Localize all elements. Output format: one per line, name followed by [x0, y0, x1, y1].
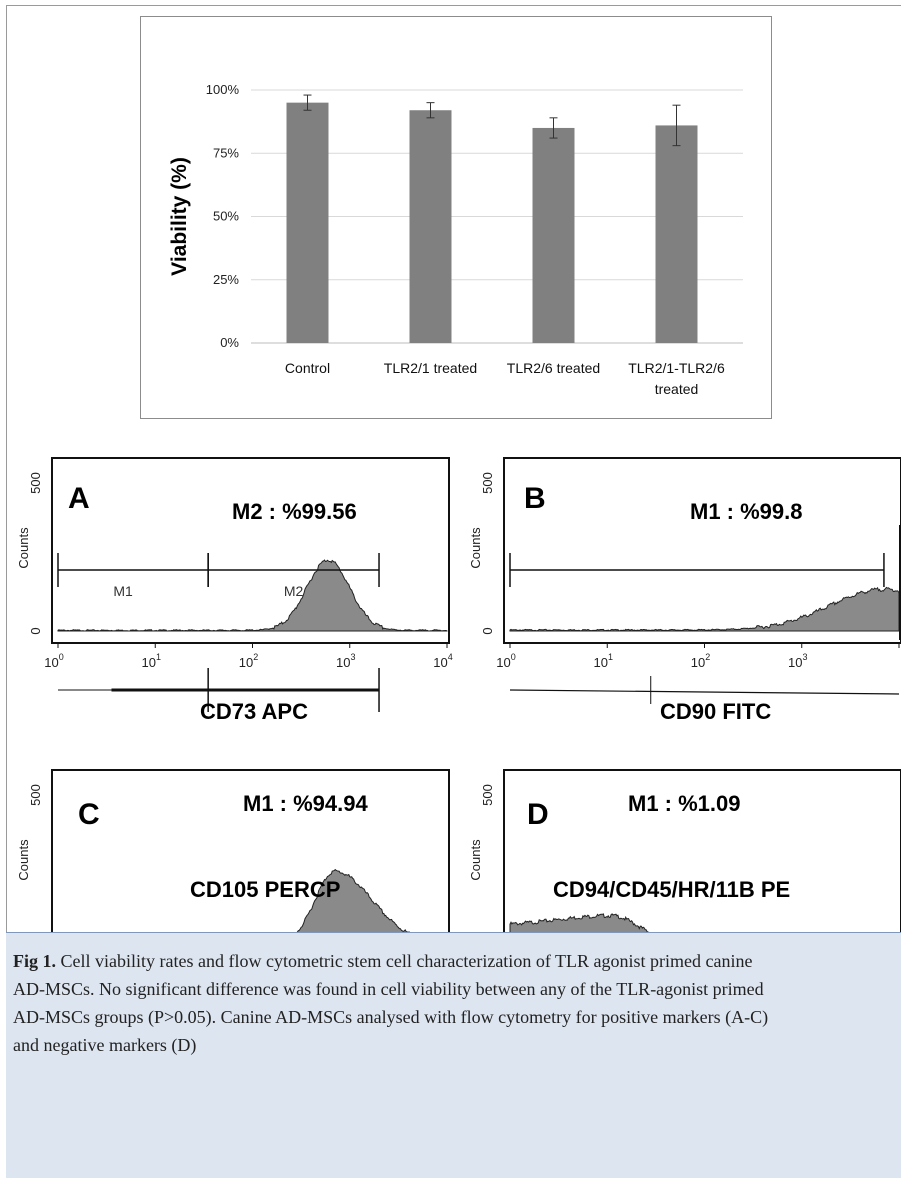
- x-tick-label: TLR2/1 treated: [384, 360, 477, 376]
- panel-d-marker-label: CD94/CD45/HR/11B PE: [553, 877, 791, 902]
- figure-caption: Fig 1. Cell viability rates and flow cyt…: [13, 947, 901, 1059]
- x-tick-label-line: treated: [655, 381, 699, 397]
- error-bar: [426, 102, 435, 119]
- bar: [409, 110, 452, 344]
- panel-b-marker-label: CD90 FITC: [660, 699, 772, 724]
- panel-a-marker-label: CD73 APC: [200, 699, 308, 724]
- caption-line-1: Fig 1. Cell viability rates and flow cyt…: [13, 947, 901, 975]
- x-tick-label: TLR2/6 treated: [507, 360, 600, 376]
- error-bar: [672, 104, 681, 147]
- y-tick-label: 25%: [213, 272, 239, 287]
- bar: [286, 102, 329, 344]
- x-tick-label-line: TLR2/1-TLR2/6: [628, 360, 725, 376]
- bar: [655, 125, 698, 343]
- y-tick-label: 0%: [220, 335, 239, 350]
- caption-figure-label: Fig 1.: [13, 951, 56, 971]
- y-tick-label: 100%: [206, 82, 240, 97]
- figure-caption-box: Fig 1. Cell viability rates and flow cyt…: [6, 932, 901, 1178]
- viability-bar-chart: 0% 25% 50% 75% 100% Viability (%) Control TLR2/…: [168, 82, 743, 397]
- figure-frame: [6, 5, 901, 1178]
- error-bar: [303, 94, 312, 111]
- x-tick-label: TLR2/1-TLR2/6 treated: [628, 360, 725, 397]
- panel-c-marker-label: CD105 PERCP: [190, 877, 341, 902]
- viability-chart-box: 0% 25% 50% 75% 100% Viability (%) Control TLR2/…: [140, 16, 772, 419]
- y-axis-title: Viability (%): [168, 157, 191, 276]
- y-tick-label: 75%: [213, 145, 239, 160]
- x-tick-label: Control: [285, 360, 330, 376]
- caption-line-1-text: Cell viability rates and flow cytometric…: [56, 951, 753, 971]
- caption-line-2: AD-MSCs. No significant difference was f…: [13, 979, 764, 999]
- bar: [532, 127, 575, 343]
- caption-line-4: and negative markers (D): [13, 1035, 197, 1055]
- y-tick-label: 50%: [213, 209, 239, 224]
- caption-line-3: AD-MSCs groups (P>0.05). Canine AD-MSCs …: [13, 1007, 769, 1027]
- error-bar: [549, 117, 558, 139]
